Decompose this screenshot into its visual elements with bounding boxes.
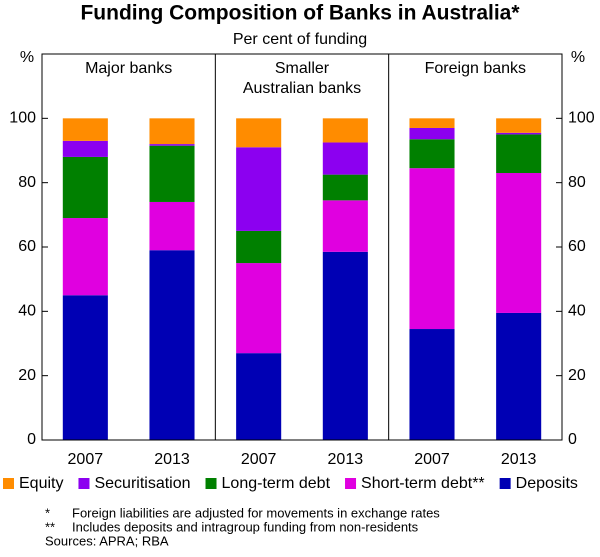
y-tick-label: 100 <box>9 110 36 127</box>
y-tick-label: 20 <box>568 367 586 384</box>
bar-segment <box>496 312 542 440</box>
bar-segment <box>496 173 542 313</box>
y-axis-label: % <box>571 49 585 66</box>
bar-segment <box>322 174 368 201</box>
bar-segment <box>236 118 282 148</box>
legend-swatch <box>499 478 511 489</box>
bar-segment <box>496 134 542 174</box>
x-tick-label: 2013 <box>328 451 364 468</box>
bar-segment <box>409 139 455 169</box>
x-tick-label: 2007 <box>241 451 277 468</box>
legend-swatch <box>345 478 357 489</box>
bar-segment <box>62 140 108 157</box>
note-text: Includes deposits and intragroup funding… <box>72 519 419 534</box>
bar-segment <box>496 118 542 133</box>
bar-segment <box>236 263 282 354</box>
bar-segment <box>149 250 195 440</box>
bar-segment <box>322 251 368 440</box>
y-axis-label: % <box>20 49 34 66</box>
x-tick-label: 2013 <box>154 451 190 468</box>
bar-segment <box>409 118 455 128</box>
y-tick-label: 40 <box>18 303 36 320</box>
y-tick-label: 80 <box>568 174 586 191</box>
x-tick-label: 2013 <box>501 451 537 468</box>
bar-segment <box>322 142 368 175</box>
bar-segment <box>322 200 368 252</box>
legend-label: Deposits <box>516 475 578 492</box>
bar-segment <box>149 118 195 145</box>
note-text: Foreign liabilities are adjusted for mov… <box>72 505 440 520</box>
chart-subtitle: Per cent of funding <box>233 31 367 48</box>
bar-segment <box>62 295 108 440</box>
y-tick-label: 60 <box>18 238 36 255</box>
bar-segment <box>149 201 195 251</box>
legend-swatch <box>3 478 14 489</box>
bar-segment <box>236 147 282 231</box>
y-tick-label: 0 <box>568 431 577 448</box>
legend-swatch <box>205 478 217 489</box>
y-tick-label: 40 <box>568 303 586 320</box>
bar-segment <box>62 218 108 296</box>
bar-segment <box>409 127 455 140</box>
y-tick-label: 0 <box>27 431 36 448</box>
note-mark: * <box>45 505 50 520</box>
bar-segment <box>236 230 282 264</box>
y-tick-label: 100 <box>568 110 595 127</box>
legend-label: Long-term debt <box>222 475 331 492</box>
bar-segment <box>62 156 108 219</box>
x-tick-label: 2007 <box>68 451 104 468</box>
y-tick-label: 80 <box>18 174 36 191</box>
bar-segment <box>322 118 368 143</box>
legend-label: Equity <box>19 475 63 492</box>
bar-segment <box>409 168 455 330</box>
bar-segment <box>149 144 195 146</box>
legend-swatch <box>78 478 90 489</box>
bar-segment <box>496 132 542 135</box>
legend-label: Securitisation <box>94 475 190 492</box>
chart-title: Funding Composition of Banks in Australi… <box>80 2 520 25</box>
x-tick-label: 2007 <box>414 451 450 468</box>
note-mark: ** <box>45 519 55 534</box>
bar-segment <box>62 118 108 141</box>
panel-title: Australian banks <box>243 80 361 97</box>
y-tick-label: 60 <box>568 238 586 255</box>
panel-title: Major banks <box>85 60 172 77</box>
y-tick-label: 20 <box>18 367 36 384</box>
bar-segment <box>236 353 282 440</box>
panel-title: Foreign banks <box>425 60 526 77</box>
panel-title: Smaller <box>275 60 330 77</box>
bar-segment <box>409 329 455 440</box>
legend-label: Short-term debt** <box>361 475 485 492</box>
source: Sources: APRA; RBA <box>45 533 169 548</box>
plot-frame <box>41 53 563 441</box>
bar-segment <box>149 145 195 202</box>
